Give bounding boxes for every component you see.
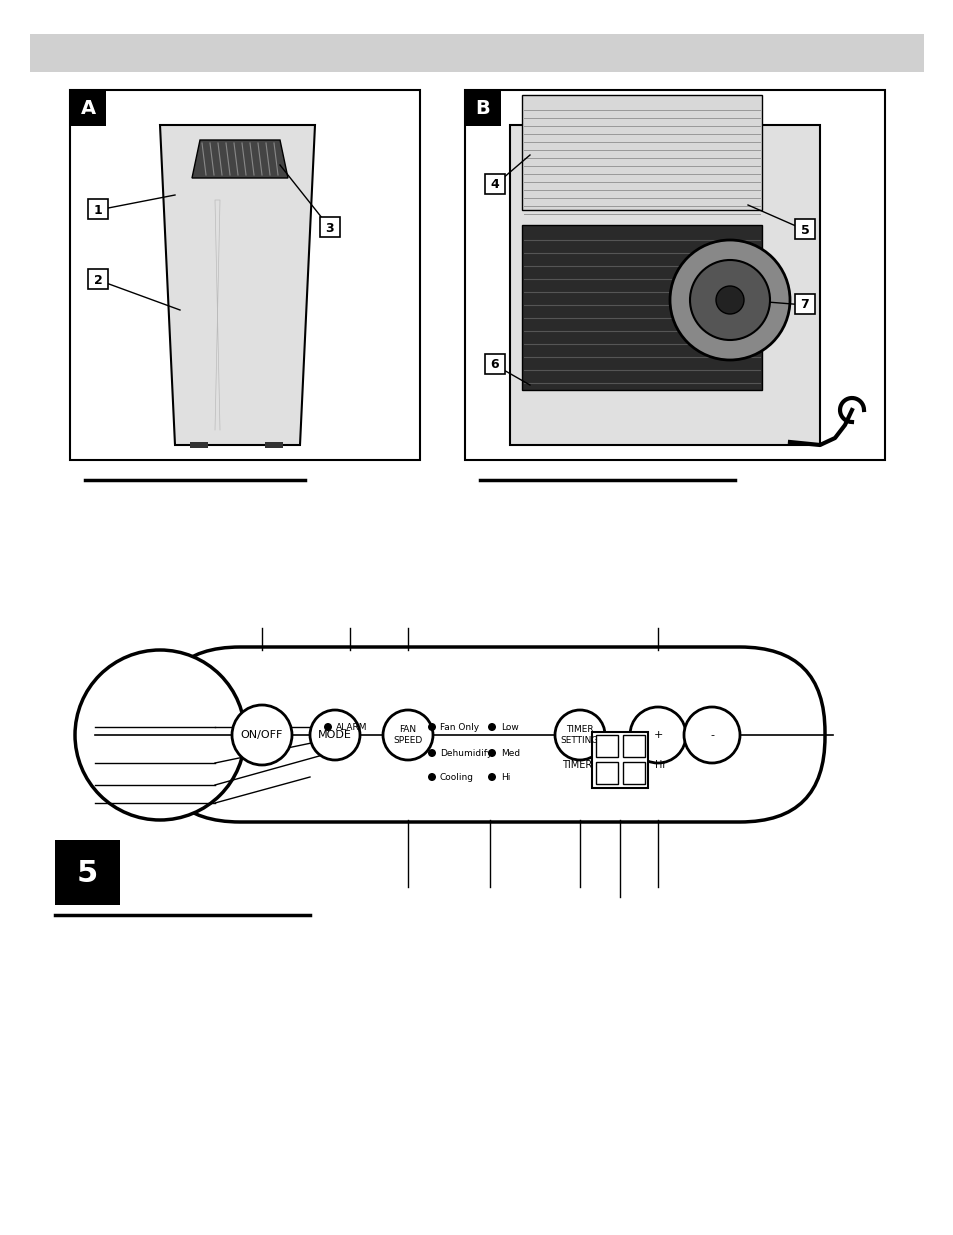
- Circle shape: [324, 722, 332, 731]
- Text: 3: 3: [325, 221, 334, 235]
- Circle shape: [232, 705, 292, 764]
- Text: B: B: [476, 99, 490, 117]
- Text: 4: 4: [490, 179, 498, 191]
- Text: Hr: Hr: [655, 760, 666, 769]
- Circle shape: [488, 773, 496, 781]
- Text: Dehumidify: Dehumidify: [439, 748, 492, 757]
- Text: 1: 1: [93, 204, 102, 216]
- Text: A: A: [80, 99, 95, 117]
- Bar: [592, 732, 647, 788]
- Text: TIMER
SETTING: TIMER SETTING: [560, 725, 598, 745]
- Bar: [88, 269, 108, 289]
- Text: Fan Only: Fan Only: [439, 722, 478, 731]
- Bar: [464, 90, 884, 459]
- Polygon shape: [192, 140, 288, 178]
- Bar: [484, 174, 504, 194]
- Bar: [510, 125, 820, 445]
- Text: ALARM: ALARM: [335, 722, 367, 731]
- Text: 6: 6: [490, 358, 498, 372]
- Bar: [265, 442, 283, 448]
- Circle shape: [428, 773, 436, 781]
- Text: 5: 5: [76, 858, 97, 888]
- Text: FAN
SPEED: FAN SPEED: [393, 725, 422, 745]
- Bar: [55, 840, 120, 905]
- Circle shape: [683, 706, 740, 763]
- Text: 7: 7: [800, 299, 808, 311]
- Bar: [70, 90, 419, 459]
- Text: 2: 2: [93, 273, 102, 287]
- Bar: [30, 35, 923, 72]
- Text: TIMER: TIMER: [561, 760, 592, 769]
- Circle shape: [629, 706, 685, 763]
- FancyBboxPatch shape: [154, 647, 824, 823]
- Bar: [484, 354, 504, 374]
- Circle shape: [382, 710, 433, 760]
- Bar: [521, 225, 761, 390]
- Bar: [794, 294, 814, 314]
- Text: Cooling: Cooling: [439, 773, 474, 782]
- Text: 5: 5: [800, 224, 808, 236]
- Bar: [464, 90, 500, 126]
- Circle shape: [689, 261, 769, 340]
- Bar: [596, 762, 618, 784]
- Bar: [794, 219, 814, 240]
- Bar: [622, 735, 644, 757]
- Circle shape: [75, 650, 245, 820]
- Text: MODE: MODE: [317, 730, 352, 740]
- Text: Low: Low: [500, 722, 518, 731]
- Bar: [521, 95, 761, 210]
- Circle shape: [428, 748, 436, 757]
- Circle shape: [428, 722, 436, 731]
- Circle shape: [310, 710, 359, 760]
- Circle shape: [716, 287, 743, 314]
- Text: Hi: Hi: [500, 773, 510, 782]
- Circle shape: [669, 240, 789, 359]
- Bar: [596, 735, 618, 757]
- Text: -: -: [709, 730, 713, 740]
- Circle shape: [488, 748, 496, 757]
- Bar: [70, 90, 106, 126]
- Bar: [88, 199, 108, 219]
- Text: Med: Med: [500, 748, 519, 757]
- Text: +: +: [653, 730, 662, 740]
- Circle shape: [488, 722, 496, 731]
- Text: ON/OFF: ON/OFF: [240, 730, 283, 740]
- Polygon shape: [160, 125, 314, 445]
- Bar: [190, 442, 208, 448]
- Bar: [319, 217, 339, 237]
- Circle shape: [555, 710, 604, 760]
- Bar: [622, 762, 644, 784]
